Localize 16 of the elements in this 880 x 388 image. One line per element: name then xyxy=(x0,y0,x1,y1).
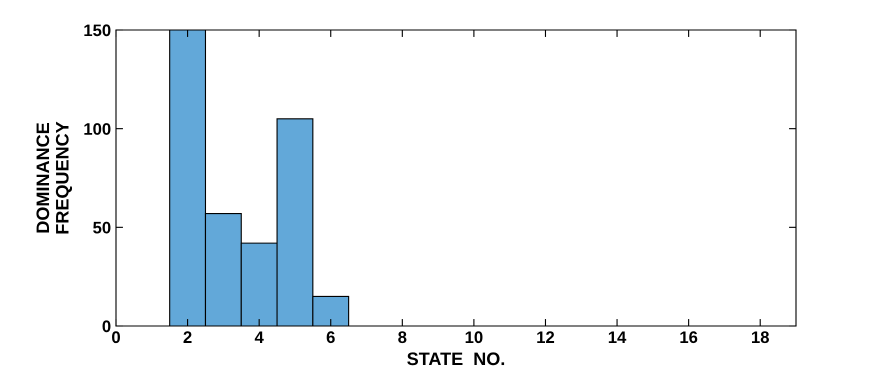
x-tick-label: 8 xyxy=(398,331,406,344)
y-tick-label: 150 xyxy=(84,24,110,36)
y-tick-label: 0 xyxy=(102,320,110,332)
x-tick-label: 10 xyxy=(466,331,482,344)
x-tick-label: 0 xyxy=(112,331,120,344)
x-tick-label: 18 xyxy=(752,331,769,344)
y-axis-title: DOMINANCE FREQUENCY xyxy=(36,122,72,234)
x-tick-label: 2 xyxy=(184,331,192,343)
y-tick-label: 100 xyxy=(84,123,110,135)
x-tick-label: 16 xyxy=(680,331,698,344)
x-tick-label: 6 xyxy=(326,331,335,344)
x-axis-title: STATE NO. xyxy=(407,352,504,366)
x-tick-label: 12 xyxy=(537,331,554,343)
x-tick-label: 14 xyxy=(608,331,626,343)
y-tick-label: 50 xyxy=(93,222,110,234)
x-tick-label: 4 xyxy=(254,331,264,343)
